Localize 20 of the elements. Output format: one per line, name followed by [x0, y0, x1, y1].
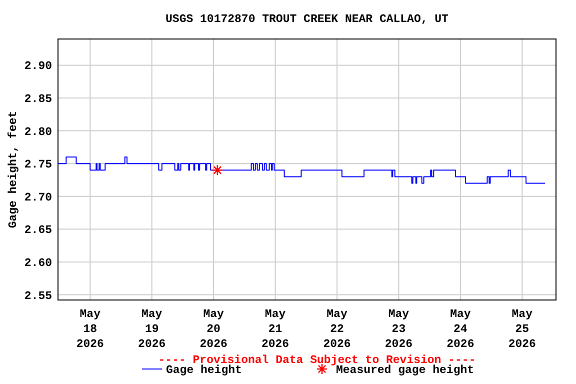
- y-tick-label: 2.70: [24, 191, 52, 204]
- legend-label: Gage height: [166, 364, 242, 377]
- legend-label: Measured gage height: [336, 364, 474, 377]
- x-tick-label: May 23 2026: [384, 308, 413, 351]
- x-tick-label: May 24 2026: [446, 308, 474, 351]
- y-tick-label: 2.65: [24, 224, 52, 238]
- y-tick-label: 2.55: [24, 290, 52, 303]
- y-tick-label: 2.75: [24, 158, 52, 172]
- y-tick-label: 2.80: [24, 126, 52, 139]
- x-tick-label: May 19 2026: [138, 308, 166, 351]
- x-tick-label: May 20 2026: [200, 308, 228, 351]
- y-tick-label: 2.60: [24, 256, 52, 270]
- y-tick-label: 2.90: [24, 60, 52, 74]
- y-axis-title: Gage height, feet: [7, 110, 20, 228]
- y-tick-label: 2.85: [24, 93, 52, 106]
- x-tick-label: May 21 2026: [261, 308, 290, 351]
- x-tick-label: May 25 2026: [508, 308, 536, 351]
- x-tick-label: May 22 2026: [323, 308, 351, 351]
- x-tick-label: May 18 2026: [76, 308, 104, 351]
- chart-title: USGS 10172870 TROUT CREEK NEAR CALLAO, UT: [166, 13, 449, 26]
